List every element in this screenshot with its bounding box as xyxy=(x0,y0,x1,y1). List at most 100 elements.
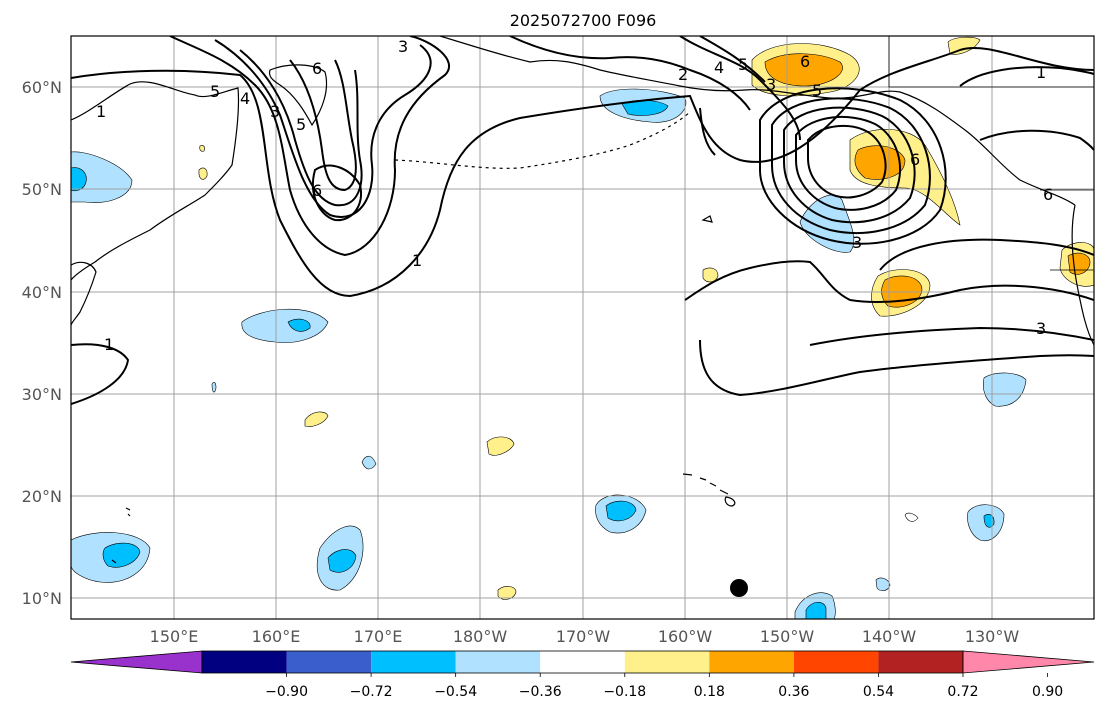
contour-line xyxy=(71,343,130,405)
contour-line xyxy=(759,87,947,245)
colorbar-segment xyxy=(793,651,879,673)
contour-line xyxy=(795,115,902,211)
negative-anomaly-area xyxy=(71,151,133,203)
contour-line xyxy=(809,326,1094,346)
negative-anomaly-core xyxy=(102,542,141,568)
lat-label: 20°N xyxy=(22,487,62,506)
map-border xyxy=(70,35,1095,620)
negative-anomaly-area xyxy=(241,308,329,343)
contour-labels: 1 1 1 1 3 3 3 2 4 5 6 5 4 3 5 6 6 6 5 3 … xyxy=(96,37,1053,354)
colorbar-tick-label: 0.90 xyxy=(1032,684,1063,700)
aleutian-islands xyxy=(394,111,691,169)
colorbar: −0.90 −0.72 −0.54 −0.36 −0.18 0.18 0.36 0.54 0.7… xyxy=(70,650,1095,700)
colorbar-extend-min xyxy=(70,650,203,674)
colorbar-border xyxy=(201,650,964,674)
negative-anomaly-core xyxy=(287,318,311,332)
contour-line xyxy=(771,97,931,234)
contour-line xyxy=(71,47,1094,298)
negative-anomaly-core xyxy=(605,500,637,522)
colorbar-extend-max xyxy=(962,650,1095,674)
storm-position-marker xyxy=(730,579,748,597)
contour-label: 5 xyxy=(738,55,748,74)
asia-coastline xyxy=(71,81,240,281)
map-panel xyxy=(71,36,1094,619)
contour-lines xyxy=(71,36,1094,405)
colorbar-segment xyxy=(371,651,456,673)
colorbar-segment xyxy=(624,651,710,673)
contour-label: 6 xyxy=(312,59,322,78)
contour-line xyxy=(783,106,916,224)
colorbar-tick-label: 0.18 xyxy=(694,684,725,700)
negative-anomaly-core xyxy=(71,167,87,192)
colorbar-tick-label: 0.54 xyxy=(863,684,894,700)
positive-anomaly-area xyxy=(947,36,981,55)
lon-label: 180°W xyxy=(453,627,508,646)
contour-line xyxy=(699,339,1094,397)
lon-label: 160°W xyxy=(658,627,713,646)
colorbar-tick-label: −0.18 xyxy=(603,684,646,700)
contour-line xyxy=(311,164,363,222)
north-america-coastline xyxy=(1071,204,1094,346)
negative-anomaly-area xyxy=(875,577,891,591)
contour-label: 2 xyxy=(678,65,688,84)
small-island xyxy=(111,507,131,564)
lon-label: 130°W xyxy=(965,627,1020,646)
contour-label: 3 xyxy=(270,102,280,121)
negative-anomaly-area xyxy=(211,382,217,393)
colorbar-segment xyxy=(709,651,794,673)
colorbar-segment xyxy=(540,651,625,673)
latitude-labels: 60°N 50°N 40°N 30°N 20°N 10°N xyxy=(22,78,62,608)
lon-label: 160°E xyxy=(252,627,301,646)
positive-anomaly-area xyxy=(702,267,719,283)
lat-label: 10°N xyxy=(22,589,62,608)
contour-label: 4 xyxy=(240,89,250,108)
positive-anomaly-area xyxy=(199,145,205,152)
contour-line xyxy=(684,260,1094,303)
contour-label: 3 xyxy=(398,37,408,56)
positive-anomaly-area xyxy=(198,167,208,180)
contour-label: 4 xyxy=(714,58,724,77)
contour-label: 5 xyxy=(296,115,306,134)
small-island xyxy=(701,215,713,223)
positive-anomaly-area xyxy=(304,411,329,427)
contour-label: 6 xyxy=(1043,185,1053,204)
hawaii-islands xyxy=(682,473,736,507)
contour-line xyxy=(879,238,1094,271)
negative-anomaly-core xyxy=(327,549,357,573)
colorbar-tick-label: −0.36 xyxy=(519,684,562,700)
positive-anomaly-core xyxy=(854,145,906,180)
shaded-anomaly-layer xyxy=(71,36,1094,619)
colorbar-segment xyxy=(202,651,287,673)
contour-label: 3 xyxy=(1036,319,1046,338)
contour-label: 6 xyxy=(312,181,322,200)
contour-line xyxy=(699,36,766,83)
contour-line xyxy=(807,124,887,199)
contour-label: 1 xyxy=(1036,63,1046,82)
figure-title: 2025072700 F096 xyxy=(510,11,657,30)
colorbar-tick-label: −0.54 xyxy=(434,684,477,700)
contour-label: 5 xyxy=(210,82,220,101)
japan-coastline xyxy=(71,261,97,326)
lon-label: 170°E xyxy=(354,627,403,646)
longitude-labels: 150°E 160°E 170°E 180°W 170°W 160°W 150°… xyxy=(150,627,1020,646)
lat-label: 30°N xyxy=(22,385,62,404)
contour-line xyxy=(679,36,801,141)
colorbar-segment xyxy=(286,651,372,673)
contour-line xyxy=(169,36,450,257)
lon-label: 150°E xyxy=(150,627,199,646)
positive-anomaly-area xyxy=(486,436,515,456)
lat-label: 50°N xyxy=(22,180,62,199)
colorbar-tick-label: 0.72 xyxy=(947,684,978,700)
negative-anomaly-area xyxy=(361,455,377,470)
lon-label: 150°W xyxy=(760,627,815,646)
contour-label: 5 xyxy=(812,81,822,100)
kamchatka-coastline xyxy=(268,64,328,127)
canada-border xyxy=(888,36,1094,271)
positive-anomaly-core xyxy=(764,53,843,87)
contour-label: 6 xyxy=(800,52,810,71)
colorbar-tick-label: −0.90 xyxy=(265,684,308,700)
contour-label: 1 xyxy=(104,335,114,354)
negative-anomaly-core xyxy=(805,601,827,619)
colorbar-segment xyxy=(878,651,963,673)
